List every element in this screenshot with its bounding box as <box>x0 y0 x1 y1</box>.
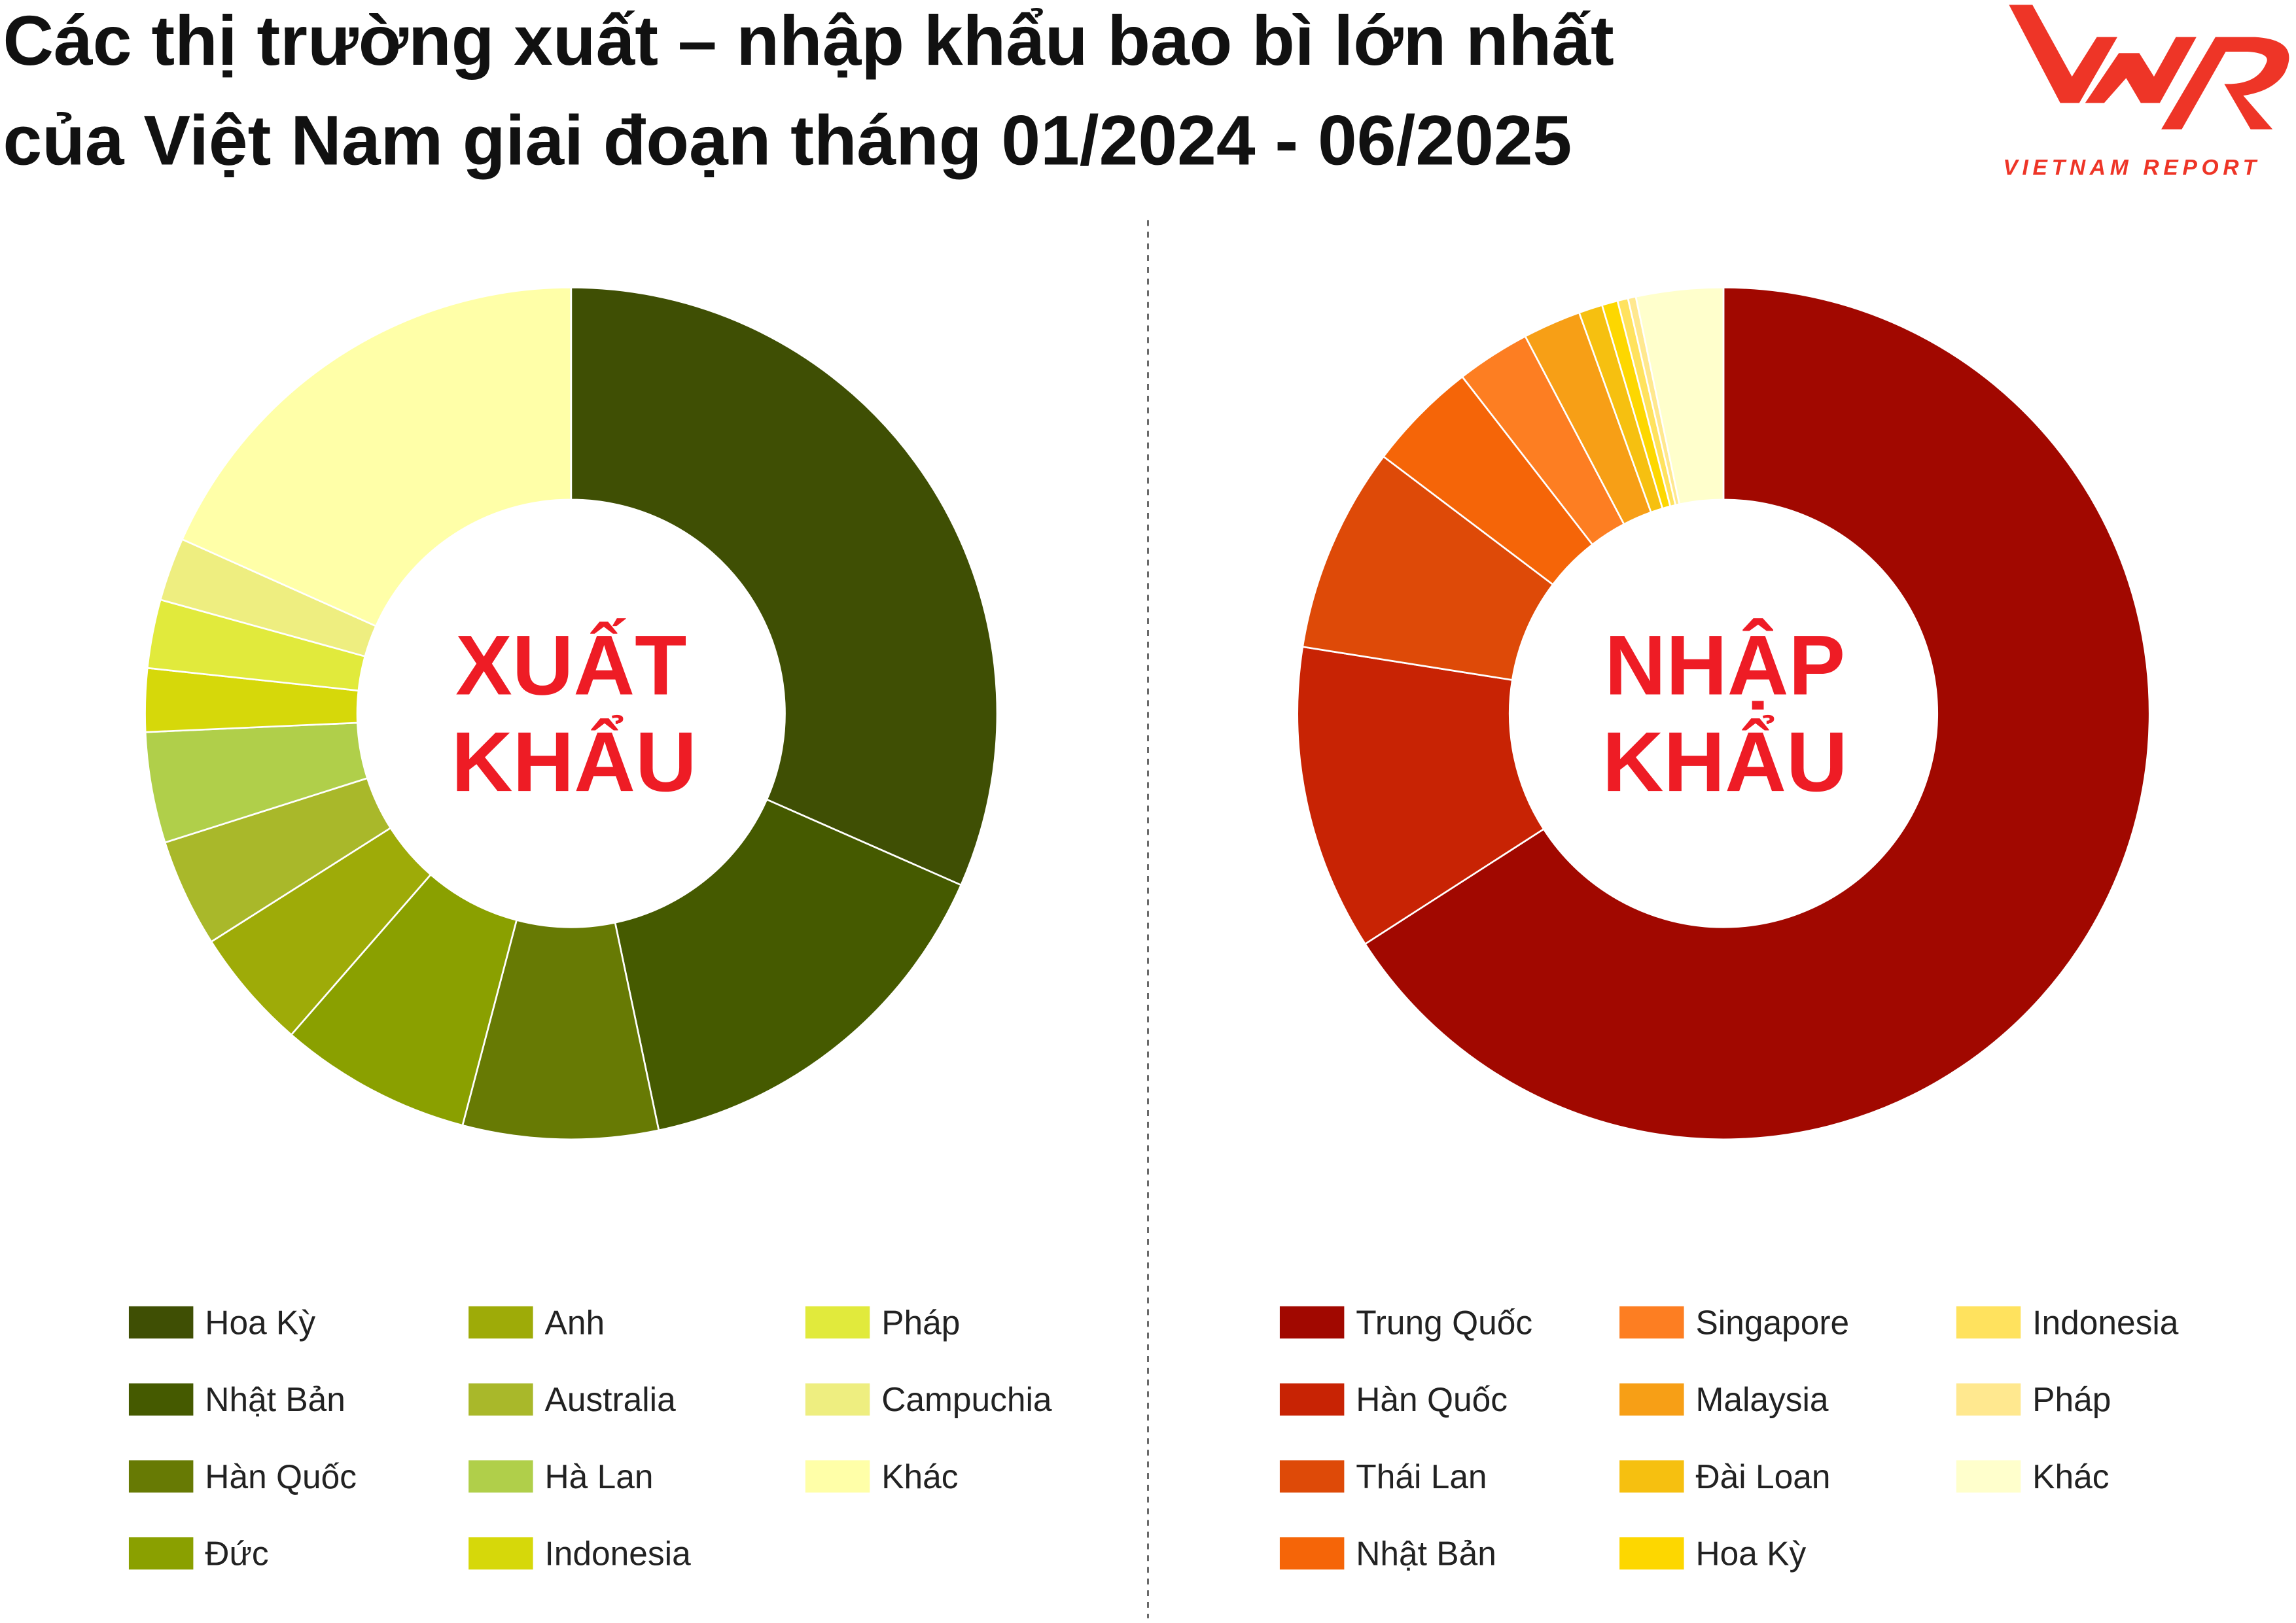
legend-label: Indonesia <box>544 1535 691 1573</box>
legend-item: Khác <box>805 1457 959 1495</box>
legend-item: Singapore <box>1619 1303 1849 1341</box>
legend-swatch <box>805 1383 870 1416</box>
slice-trung-quốc <box>1364 286 2151 1141</box>
slice-hàn-quốc <box>1296 646 1545 945</box>
export-center-label-1: XUẤT <box>455 618 686 712</box>
import-center-label-2: KHẨU <box>1602 714 1848 809</box>
legend-swatch <box>1956 1460 2021 1493</box>
legend-swatch <box>1279 1537 1345 1570</box>
legend-label: Singapore <box>1695 1303 1849 1341</box>
legend-swatch <box>468 1460 533 1493</box>
legend-item: Hàn Quốc <box>1279 1380 1508 1418</box>
legend-label: Australia <box>544 1380 676 1418</box>
legend-label: Indonesia <box>2032 1303 2179 1341</box>
legend-label: Pháp <box>2032 1380 2111 1418</box>
import-center-label-1: NHẬP <box>1604 618 1845 712</box>
legend-swatch <box>1956 1383 2021 1416</box>
legend-item: Hoa Kỳ <box>1619 1535 1807 1573</box>
legend-swatch <box>805 1306 870 1339</box>
legend-item: Đức <box>128 1535 269 1573</box>
legend-label: Đài Loan <box>1695 1457 1830 1495</box>
legend-item: Đài Loan <box>1619 1457 1830 1495</box>
legend-swatch <box>1279 1383 1345 1416</box>
legend-swatch <box>1619 1460 1684 1493</box>
legend-item: Campuchia <box>805 1380 1052 1418</box>
legend-item: Hà Lan <box>468 1457 653 1495</box>
legend-item: Hàn Quốc <box>128 1457 357 1495</box>
slice-đức <box>290 873 518 1126</box>
legend-label: Hàn Quốc <box>205 1457 357 1495</box>
legend-item: Indonesia <box>1956 1303 2179 1341</box>
legend-swatch <box>1619 1306 1684 1339</box>
legend-label: Trung Quốc <box>1356 1303 1532 1341</box>
legend-swatch <box>128 1460 194 1493</box>
legend-item: Pháp <box>1956 1380 2111 1418</box>
import-donut <box>1296 286 2151 1141</box>
legend-label: Khác <box>881 1457 958 1495</box>
legend-swatch <box>1279 1306 1345 1339</box>
legend-label: Hoa Kỳ <box>205 1303 315 1341</box>
legend-swatch <box>468 1383 533 1416</box>
legend-item: Malaysia <box>1619 1380 1829 1418</box>
legend-label: Hà Lan <box>544 1457 653 1495</box>
slice-thái-lan <box>1301 455 1555 681</box>
legend-label: Anh <box>544 1303 605 1341</box>
export-center-label-2: KHẨU <box>451 714 697 809</box>
legend-label: Nhật Bản <box>205 1380 345 1418</box>
slice-nhật-bản <box>614 798 963 1132</box>
legend-item: Thái Lan <box>1279 1457 1487 1495</box>
legend-label: Khác <box>2032 1457 2109 1495</box>
legend-item: Anh <box>468 1303 605 1341</box>
legend-swatch <box>128 1537 194 1570</box>
legend-item: Pháp <box>805 1303 960 1341</box>
legend-item: Nhật Bản <box>1279 1535 1496 1573</box>
export-legend: Hoa Kỳ Nhật Bản Hàn Quốc Đức Anh Australia Hà … <box>128 1303 1052 1573</box>
legend-swatch <box>128 1306 194 1339</box>
legend-item: Australia <box>468 1380 676 1418</box>
import-legend: Trung Quốc Hàn Quốc Thái Lan Nhật Bản Singap… <box>1279 1303 2179 1573</box>
slice-khác <box>1634 286 1725 506</box>
legend-swatch <box>1619 1537 1684 1570</box>
legend-label: Pháp <box>881 1303 960 1341</box>
legend-swatch <box>468 1306 533 1339</box>
legend-item: Indonesia <box>468 1535 691 1573</box>
legend-label: Thái Lan <box>1356 1457 1487 1495</box>
legend-item: Hoa Kỳ <box>128 1303 315 1341</box>
slice-khác <box>181 286 573 627</box>
legend-swatch <box>468 1537 533 1570</box>
chart-title-line1: Các thị trường xuất – nhập khẩu bao bì l… <box>3 1 1614 80</box>
legend-swatch <box>1279 1460 1345 1493</box>
legend-label: Nhật Bản <box>1356 1535 1496 1573</box>
export-donut <box>144 286 998 1141</box>
legend-label: Hàn Quốc <box>1356 1380 1508 1418</box>
legend-swatch <box>128 1383 194 1416</box>
legend-label: Đức <box>205 1535 268 1573</box>
legend-item: Nhật Bản <box>128 1380 345 1418</box>
vnr-logo: VIETNAM REPORT <box>2003 5 2289 180</box>
legend-label: Malaysia <box>1695 1380 1828 1418</box>
legend-swatch <box>1956 1306 2021 1339</box>
slice-hoa-kỳ <box>570 286 998 886</box>
chart-title-line2: của Việt Nam giai đoạn tháng 01/2024 - 0… <box>3 101 1572 179</box>
legend-label: Hoa Kỳ <box>1695 1535 1806 1573</box>
legend-item: Khác <box>1956 1457 2110 1495</box>
logo-subtitle: VIETNAM REPORT <box>2003 156 2260 180</box>
legend-label: Campuchia <box>881 1380 1052 1418</box>
legend-swatch <box>1619 1383 1684 1416</box>
legend-swatch <box>805 1460 870 1493</box>
legend-item: Trung Quốc <box>1279 1303 1532 1341</box>
